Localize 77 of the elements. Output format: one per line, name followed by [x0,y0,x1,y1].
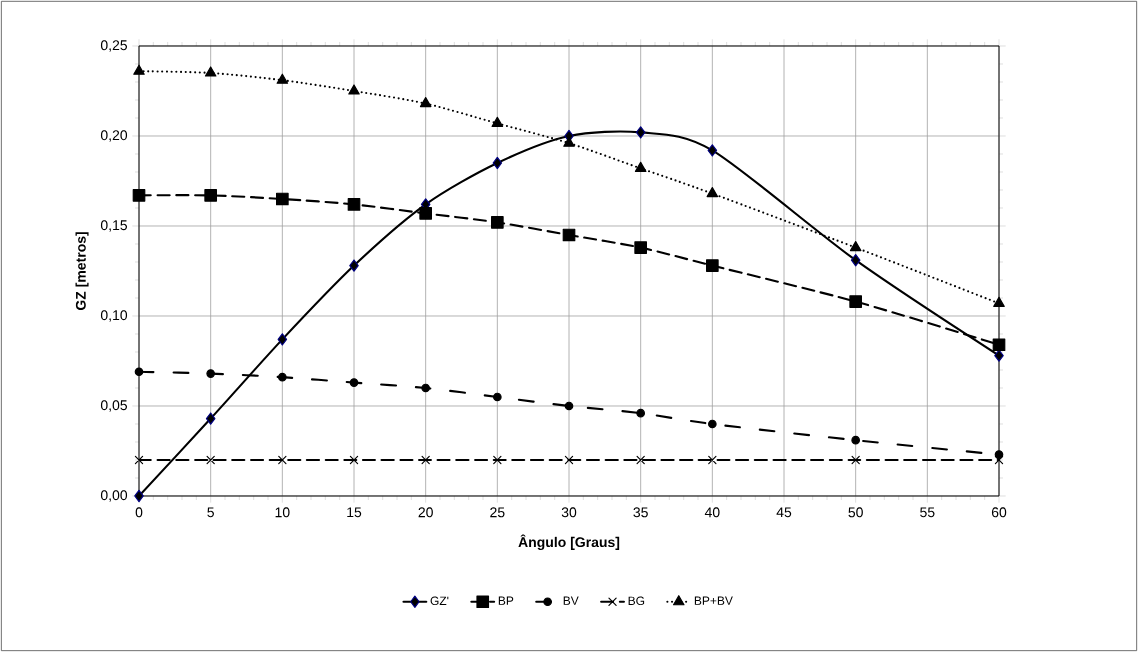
y-axis-title: GZ [metros] [75,232,89,311]
point [994,455,1004,465]
y-tick-label: 0,05 [100,400,128,412]
legend-label: GZ' [430,596,449,606]
point [278,455,287,465]
legend-label: BP+BV [694,596,733,605]
x-tick-label: 20 [418,507,433,518]
legend-label: BP [498,596,514,605]
point [564,401,574,411]
x-tick-label: 50 [848,507,863,518]
point [134,455,144,465]
point [133,64,145,75]
point [491,116,504,127]
point [492,156,503,170]
point [493,392,502,402]
y-tick-label: 0,10 [100,310,128,322]
point [206,455,215,465]
y-tick-label: 0,00 [100,490,128,502]
point [849,295,862,308]
x-tick-label: 55 [920,507,935,518]
point [349,259,359,272]
y-tick-label: 0,20 [100,130,128,142]
point [564,455,574,465]
point [134,489,144,503]
point [205,412,216,425]
point [994,450,1004,459]
legend-label: BG [628,596,645,606]
point [493,455,502,465]
point [132,189,146,202]
point [204,66,217,77]
point [421,383,430,393]
point [851,455,860,465]
point [277,333,288,346]
x-tick-label: 60 [991,507,1007,518]
x-tick-label: 0 [135,507,143,518]
point [276,192,289,206]
point [204,189,218,202]
point [636,408,646,418]
x-tick-label: 5 [207,507,214,518]
point [419,96,432,108]
point [347,198,361,211]
point [706,186,719,198]
x-tick-label: 40 [704,507,720,518]
point [349,455,359,465]
x-tick-label: 45 [776,507,792,518]
point [562,228,576,242]
point [635,126,646,139]
point [634,161,647,172]
point [707,144,718,157]
point [419,207,433,220]
x-tick-label: 15 [347,507,362,518]
x-tick-label: 25 [490,507,505,518]
point [708,455,717,465]
point [851,435,860,445]
point [421,455,430,465]
legend-label: BV [563,596,579,605]
point [278,372,287,382]
y-tick-label: 0,25 [100,40,128,52]
point [850,253,861,267]
point [992,338,1006,352]
point [636,455,645,465]
point [491,216,504,229]
x-tick-label: 10 [275,507,290,518]
point [706,259,719,272]
point [276,73,289,84]
point [849,240,862,252]
point [348,84,360,95]
y-tick-label: 0,15 [100,220,128,232]
x-tick-label: 35 [633,507,648,518]
point [634,241,647,254]
x-axis-title: Ângulo [Graus] [518,534,620,550]
point [206,369,216,378]
x-tick-label: 30 [561,507,577,518]
point [134,367,144,377]
point [708,419,717,429]
point [993,296,1005,307]
point [349,378,359,387]
